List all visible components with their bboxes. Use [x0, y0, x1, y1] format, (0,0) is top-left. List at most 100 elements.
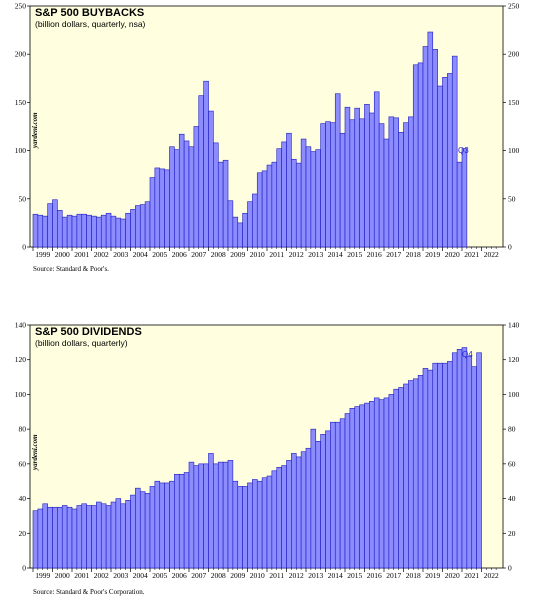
buybacks-xtick-label: 2004 — [133, 250, 148, 259]
buybacks-xtick-label: 2010 — [250, 250, 265, 259]
buybacks-bar — [237, 222, 243, 248]
buybacks-bar — [432, 49, 438, 248]
dividends-bar — [369, 401, 375, 569]
dividends-bar — [412, 378, 419, 569]
dividends-bar — [144, 493, 151, 569]
dividends-bar — [286, 460, 292, 569]
buybacks-bar — [349, 119, 356, 248]
dividends-bar — [130, 494, 136, 569]
dividends-bar — [422, 368, 429, 569]
dividends-right-axis: 0 20 40 60 80 100 120 140 — [503, 321, 520, 573]
buybacks-ytick-label-right: 50 — [508, 194, 516, 203]
dividends-bar — [91, 505, 97, 569]
buybacks-bar — [315, 149, 321, 248]
buybacks-ytick-label-left: 50 — [19, 194, 27, 203]
dividends-bar — [447, 361, 453, 569]
buybacks-bar — [437, 85, 443, 248]
buybacks-bar — [291, 158, 297, 248]
buybacks-xtick-label: 2008 — [211, 250, 226, 259]
buybacks-xtick-label: 2013 — [308, 250, 323, 259]
buybacks-xtick-label: 1999 — [35, 250, 50, 259]
buybacks-bar — [242, 212, 248, 248]
dividends-bar — [305, 447, 312, 569]
buybacks-bar — [149, 177, 156, 248]
buybacks-bar — [266, 164, 273, 248]
dividends-bar — [110, 501, 117, 569]
dividends-bar — [115, 498, 122, 569]
buybacks-bar — [227, 200, 234, 248]
dividends-ytick-label-right: 40 — [508, 494, 516, 503]
buybacks-bar — [398, 131, 404, 248]
dividends-bar — [403, 383, 409, 569]
dividends-xtick-label: 2005 — [152, 571, 167, 580]
buybacks-xtick-label: 2011 — [269, 250, 284, 259]
dividends-ytick-label-left: 80 — [19, 425, 27, 434]
buybacks-right-axis: 0 50 100 150 200 250 — [503, 2, 520, 252]
dividends-bar — [247, 482, 253, 569]
buybacks-bar — [300, 138, 307, 248]
buybacks-bar — [125, 212, 131, 248]
buybacks-bar — [203, 80, 209, 248]
buybacks-ytick-label-left: 200 — [15, 50, 27, 59]
dividends-ytick-label-left: 0 — [22, 564, 26, 573]
dividends-title: S&P 500 DIVIDENDS — [35, 326, 142, 338]
buybacks-xtick-label: 2005 — [152, 250, 167, 259]
dividends-bar — [76, 505, 83, 569]
dividends-xtick-label: 2009 — [230, 571, 245, 580]
dividends-bar — [61, 505, 68, 569]
buybacks-bar — [344, 106, 351, 248]
buybacks-bar — [139, 204, 146, 248]
buybacks-ytick-label-left: 0 — [22, 243, 26, 252]
buybacks-bar — [256, 172, 263, 248]
dividends-bar — [252, 479, 258, 569]
buybacks-bar — [174, 149, 180, 248]
dividends-bar — [315, 440, 321, 569]
dividends-x-axis: 1999 2000 2001 2002 2003 2004 2005 2006 2007 2008… — [32, 568, 499, 580]
dividends-bar — [120, 503, 126, 569]
buybacks-bar — [232, 216, 239, 248]
buybacks-source: Source: Standard & Poor's. — [33, 265, 109, 273]
buybacks-bar — [378, 123, 385, 248]
dividends-source: Source: Standard & Poor's Corporation. — [33, 588, 145, 596]
buybacks-bar — [91, 215, 97, 248]
dividends-bar — [159, 482, 165, 569]
dividends-bar — [349, 408, 356, 569]
dividends-bar — [232, 480, 239, 569]
buybacks-bar — [252, 193, 258, 248]
dividends-left-axis: 0 20 40 60 80 100 120 140 — [15, 321, 30, 573]
buybacks-bar — [66, 214, 73, 248]
dividends-bar — [57, 506, 63, 569]
buybacks-bar — [447, 73, 453, 248]
buybacks-bar — [144, 201, 151, 248]
buybacks-bar — [120, 218, 126, 248]
buybacks-xtick-label: 2021 — [464, 250, 479, 259]
dividends-bars — [32, 347, 482, 569]
dividends-xtick-label: 2002 — [94, 571, 109, 580]
buybacks-bar — [154, 167, 161, 248]
buybacks-bar — [408, 116, 414, 248]
dividends-xtick-label: 2017 — [386, 571, 401, 580]
dividends-ytick-label-right: 60 — [508, 459, 516, 468]
buybacks-bar — [76, 213, 83, 248]
buybacks-bar — [364, 104, 370, 248]
buybacks-bar — [71, 215, 78, 248]
dividends-xtick-label: 2015 — [347, 571, 362, 580]
dividends-xtick-label: 2003 — [113, 571, 128, 580]
buybacks-ytick-label-right: 100 — [508, 146, 520, 155]
dividends-bar — [227, 460, 234, 569]
buybacks-bar — [130, 209, 136, 248]
buybacks-bar — [100, 214, 107, 248]
buybacks-xtick-label: 2018 — [406, 250, 421, 259]
dividends-bar — [32, 510, 39, 569]
buybacks-chart: 0 50 100 150 200 250 0 50 100 150 200 250 1999 2000… — [15, 2, 520, 274]
dividends-bar — [47, 506, 53, 569]
buybacks-left-axis: 0 50 100 150 200 250 — [15, 2, 30, 252]
dividends-ytick-label-right: 80 — [508, 425, 516, 434]
dividends-xtick-label: 2008 — [211, 571, 226, 580]
dividends-bar — [359, 404, 365, 569]
dividends-bar — [66, 506, 73, 569]
dividends-ytick-label-left: 120 — [15, 355, 27, 364]
dividends-xtick-label: 2022 — [484, 571, 499, 580]
dividends-bar — [213, 463, 219, 569]
